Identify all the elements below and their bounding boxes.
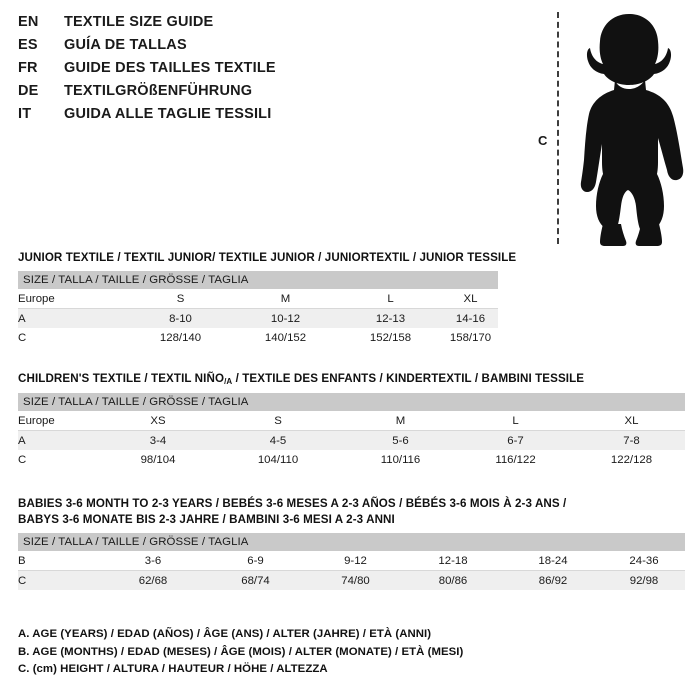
toddler-silhouette-icon (580, 14, 684, 246)
cell-age-xl: 14-16 (443, 308, 498, 328)
language-row-en: EN TEXTILE SIZE GUIDE (18, 14, 488, 37)
cell-height-xl: 158/170 (443, 328, 498, 347)
section-childrens-textile: CHILDREN'S TEXTILE / TEXTIL NIÑO/A / TEX… (18, 371, 685, 469)
row-label-c-children: C (18, 450, 108, 469)
table-row: Europe S M L XL (18, 289, 498, 309)
table-row: A 8-10 10-12 12-13 14-16 (18, 308, 498, 328)
cell-size-xl: XL (443, 289, 498, 309)
row-label-europe-junior: Europe (18, 289, 128, 309)
cell-months-4: 12-18 (403, 551, 503, 571)
section-title-children-sub: /A (224, 377, 233, 386)
cell-size-s: S (128, 289, 233, 309)
row-label-c-junior: C (18, 328, 128, 347)
height-marker-label: C (538, 133, 548, 148)
cell-height-l: 152/158 (338, 328, 443, 347)
table-row: A 3-4 4-5 5-6 6-7 7-8 (18, 430, 685, 450)
table-childrens-textile: SIZE / TALLA / TAILLE / GRÖSSE / TAGLIA … (18, 393, 685, 469)
row-label-a-children: A (18, 430, 108, 450)
legend-line-b: B. AGE (MONTHS) / EDAD (MESES) / ÂGE (MO… (18, 645, 464, 658)
band-label-junior: SIZE / TALLA / TAILLE / GRÖSSE / TAGLIA (18, 271, 498, 289)
language-row-es: ES GUÍA DE TALLAS (18, 37, 488, 60)
height-illustration: C (505, 8, 695, 248)
cell-age-xs: 3-4 (108, 430, 208, 450)
cell-months-6: 24-36 (603, 551, 685, 571)
cell-size-m: M (348, 411, 453, 431)
cell-height-m: 110/116 (348, 450, 453, 469)
row-label-b-babies: B (18, 551, 103, 571)
cell-height-4: 80/86 (403, 570, 503, 590)
table-row: C 98/104 104/110 110/116 116/122 122/128 (18, 450, 685, 469)
table-row: B 3-6 6-9 9-12 12-18 18-24 24-36 (18, 551, 685, 571)
cell-size-l: L (453, 411, 578, 431)
cell-age-m: 5-6 (348, 430, 453, 450)
language-title-fr: GUIDE DES TAILLES TEXTILE (64, 60, 276, 76)
section-title-junior: JUNIOR TEXTILE / TEXTIL JUNIOR/ TEXTILE … (18, 251, 517, 264)
table-junior-textile: SIZE / TALLA / TAILLE / GRÖSSE / TAGLIA … (18, 271, 498, 347)
cell-height-2: 68/74 (203, 570, 308, 590)
section-title-babies-line1: BABIES 3-6 MONTH TO 2-3 YEARS / BEBÉS 3-… (18, 497, 567, 510)
language-row-it: IT GUIDA ALLE TAGLIE TESSILI (18, 106, 488, 129)
cell-age-xl: 7-8 (578, 430, 685, 450)
language-code-de: DE (18, 83, 39, 99)
language-row-de: DE TEXTILGRÖßENFÜHRUNG (18, 83, 488, 106)
language-title-es: GUÍA DE TALLAS (64, 37, 187, 53)
cell-age-l: 12-13 (338, 308, 443, 328)
cell-months-5: 18-24 (503, 551, 603, 571)
height-measure-dashed-line (557, 12, 559, 244)
language-code-fr: FR (18, 60, 38, 76)
section-title-children-pre: CHILDREN'S TEXTILE / TEXTIL NIÑO (18, 372, 225, 385)
language-title-it: GUIDA ALLE TAGLIE TESSILI (64, 106, 272, 122)
language-title-block: EN TEXTILE SIZE GUIDE ES GUÍA DE TALLAS … (18, 14, 488, 129)
band-label-children: SIZE / TALLA / TAILLE / GRÖSSE / TAGLIA (18, 393, 685, 411)
cell-months-2: 6-9 (203, 551, 308, 571)
section-babies-textile: BABIES 3-6 MONTH TO 2-3 YEARS / BEBÉS 3-… (18, 496, 685, 590)
section-title-babies-line2: BABYS 3-6 MONATE BIS 2-3 JAHRE / BAMBINI… (18, 513, 395, 526)
row-label-c-babies: C (18, 570, 103, 590)
cell-size-m: M (233, 289, 338, 309)
cell-height-1: 62/68 (103, 570, 203, 590)
cell-height-6: 92/98 (603, 570, 685, 590)
cell-age-s: 4-5 (208, 430, 348, 450)
cell-height-m: 140/152 (233, 328, 338, 347)
cell-size-xs: XS (108, 411, 208, 431)
cell-age-s: 8-10 (128, 308, 233, 328)
table-row: C 62/68 68/74 74/80 80/86 86/92 92/98 (18, 570, 685, 590)
cell-height-5: 86/92 (503, 570, 603, 590)
cell-age-l: 6-7 (453, 430, 578, 450)
table-babies-textile: SIZE / TALLA / TAILLE / GRÖSSE / TAGLIA … (18, 533, 685, 590)
language-row-fr: FR GUIDE DES TAILLES TEXTILE (18, 60, 488, 83)
table-row: C 128/140 140/152 152/158 158/170 (18, 328, 498, 347)
cell-height-3: 74/80 (308, 570, 403, 590)
table-header-band-children: SIZE / TALLA / TAILLE / GRÖSSE / TAGLIA (18, 393, 685, 411)
row-label-europe-children: Europe (18, 411, 108, 431)
cell-size-l: L (338, 289, 443, 309)
table-header-band-babies: SIZE / TALLA / TAILLE / GRÖSSE / TAGLIA (18, 533, 685, 551)
cell-height-xs: 98/104 (108, 450, 208, 469)
table-header-band-junior: SIZE / TALLA / TAILLE / GRÖSSE / TAGLIA (18, 271, 498, 289)
section-title-children-post: / TEXTILE DES ENFANTS / KINDERTEXTIL / B… (232, 372, 585, 385)
section-title-children: CHILDREN'S TEXTILE / TEXTIL NIÑO/A / TEX… (18, 371, 685, 388)
cell-size-s: S (208, 411, 348, 431)
cell-months-1: 3-6 (103, 551, 203, 571)
legend-block: A. AGE (YEARS) / EDAD (AÑOS) / ÂGE (ANS)… (18, 626, 678, 679)
band-label-babies: SIZE / TALLA / TAILLE / GRÖSSE / TAGLIA (18, 533, 685, 551)
cell-height-s: 104/110 (208, 450, 348, 469)
language-title-de: TEXTILGRÖßENFÜHRUNG (64, 83, 253, 99)
cell-height-s: 128/140 (128, 328, 233, 347)
cell-size-xl: XL (578, 411, 685, 431)
cell-height-l: 116/122 (453, 450, 578, 469)
table-row: Europe XS S M L XL (18, 411, 685, 431)
cell-months-3: 9-12 (308, 551, 403, 571)
row-label-a-junior: A (18, 308, 128, 328)
language-code-en: EN (18, 14, 39, 30)
cell-age-m: 10-12 (233, 308, 338, 328)
legend-line-a: A. AGE (YEARS) / EDAD (AÑOS) / ÂGE (ANS)… (18, 628, 432, 640)
language-code-es: ES (18, 37, 38, 53)
section-junior-textile: JUNIOR TEXTILE / TEXTIL JUNIOR/ TEXTILE … (18, 250, 516, 347)
cell-height-xl: 122/128 (578, 450, 685, 469)
legend-line-c: C. (cm) HEIGHT / ALTURA / HAUTEUR / HÖHE… (18, 663, 328, 675)
language-code-it: IT (18, 106, 32, 122)
language-title-en: TEXTILE SIZE GUIDE (64, 14, 214, 30)
